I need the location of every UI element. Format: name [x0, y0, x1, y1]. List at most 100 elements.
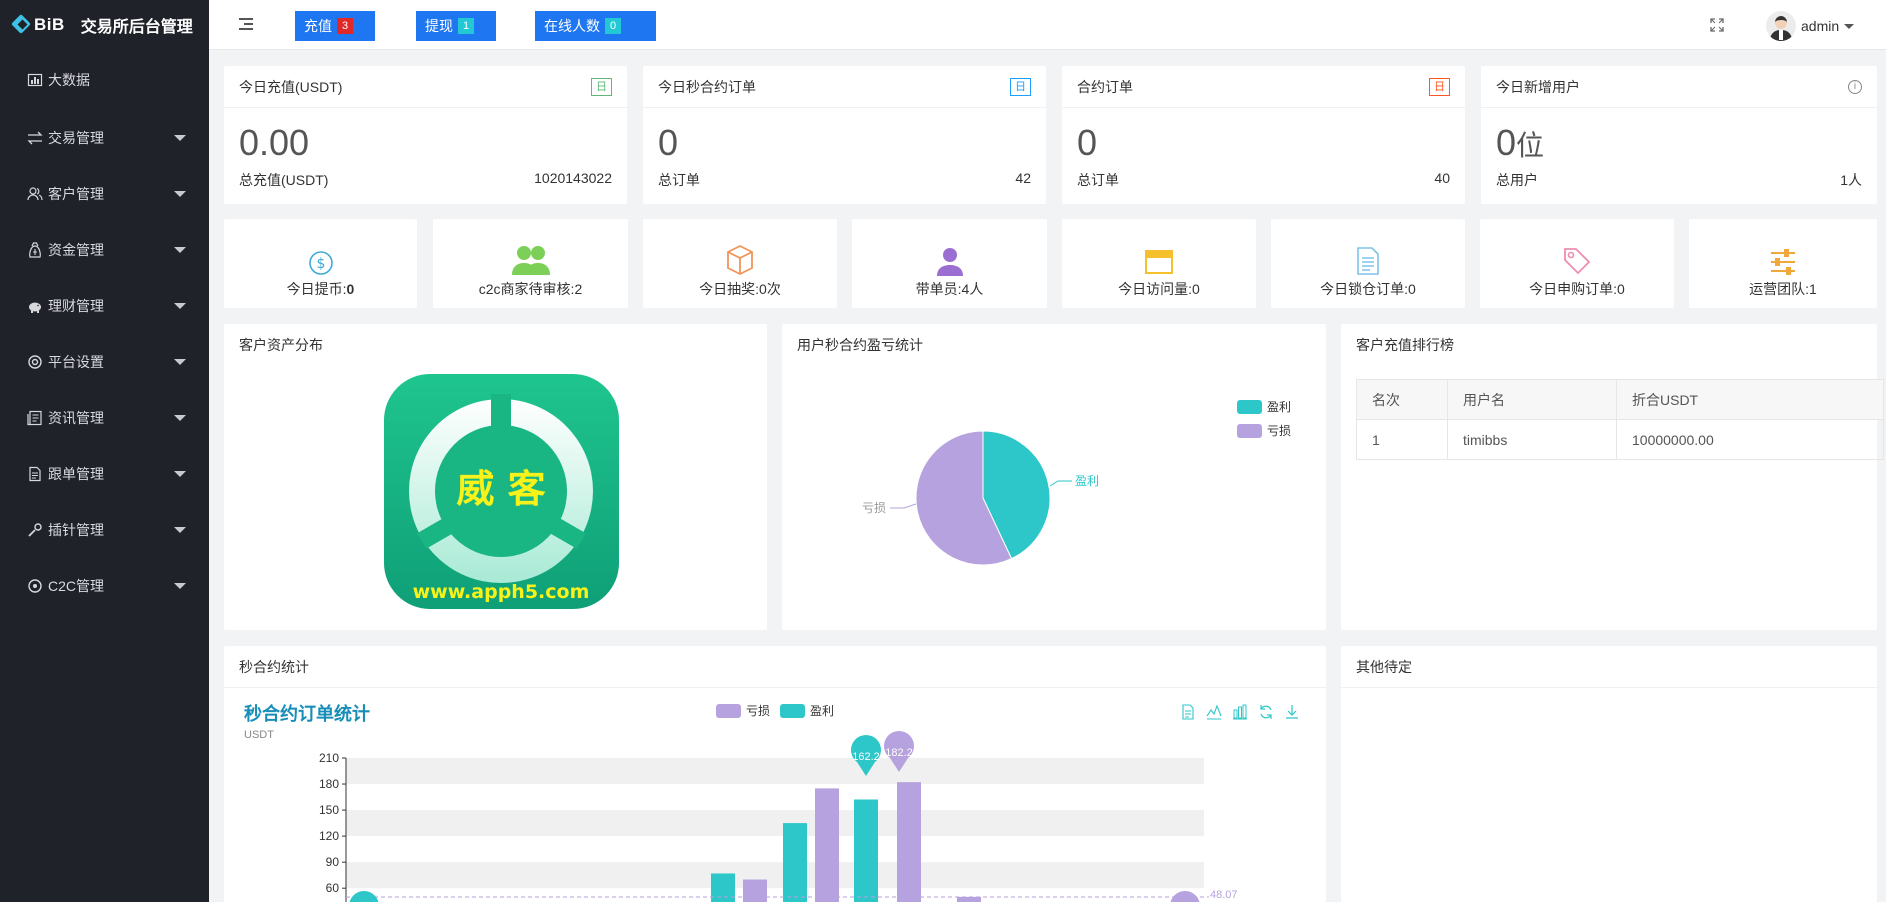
- bar-chart-icon[interactable]: [1232, 704, 1248, 720]
- legend-item-profit[interactable]: 盈利: [780, 702, 834, 719]
- quick-card-lock-orders[interactable]: 今日锁仓订单:0: [1271, 219, 1465, 308]
- stat-card-contract: 合约订单 日 0 总订单 40: [1062, 66, 1465, 204]
- stat-card-second-contract: 今日秒合约订单 日 0 总订单 42: [643, 66, 1046, 204]
- svg-text:182.2: 182.2: [885, 747, 913, 759]
- caret-down-icon: [174, 359, 186, 365]
- caret-down-icon: [174, 303, 186, 309]
- bar-loss[interactable]: [743, 879, 767, 902]
- news-icon: [25, 410, 44, 426]
- sidebar-item-label: 理财管理: [48, 298, 104, 314]
- chart-title: 秒合约订单统计: [244, 704, 370, 724]
- download-icon[interactable]: [1284, 704, 1300, 720]
- username-cell: timibbs: [1447, 419, 1617, 460]
- app-logo[interactable]: BiB 交易所后台管理: [0, 0, 209, 50]
- bar-legend: 亏损 盈利: [716, 702, 834, 719]
- quick-label: 今日锁仓订单:0: [1320, 281, 1416, 297]
- stat-title: 今日充值(USDT): [239, 78, 343, 95]
- sidebar-item-funds[interactable]: 资金管理: [0, 222, 209, 278]
- min-profit-mark-pin[interactable]: [349, 891, 379, 902]
- users-group-icon: [511, 246, 550, 275]
- online-users-button[interactable]: 在线人数 0: [535, 11, 656, 41]
- quick-label: 今日抽奖:0次: [699, 281, 781, 297]
- panel-title: 用户秒合约盈亏统计: [797, 337, 923, 353]
- sidebar-item-big-data[interactable]: 大数据: [0, 50, 209, 110]
- quick-label: 运营团队:1: [1749, 281, 1817, 297]
- pie-label-line: [1049, 480, 1072, 487]
- bar-loss[interactable]: [957, 896, 981, 902]
- panel-title: 客户资产分布: [239, 337, 323, 353]
- sidebar-item-label: 大数据: [48, 72, 90, 88]
- sidebar-item-trade[interactable]: 交易管理: [0, 110, 209, 166]
- stat-value: 0: [658, 122, 679, 163]
- pie-slice-loss[interactable]: [915, 430, 1013, 566]
- min-loss-mark-pin[interactable]: [1170, 891, 1200, 902]
- target-icon: [25, 578, 44, 594]
- fullscreen-icon[interactable]: [1710, 18, 1724, 32]
- refresh-icon[interactable]: [1258, 704, 1274, 720]
- pie-label-line: [890, 503, 917, 509]
- sidebar-item-finance[interactable]: 理财管理: [0, 278, 209, 334]
- pie-label-profit: 盈利: [1075, 474, 1099, 488]
- caret-down-icon: [174, 135, 186, 141]
- pnl-pie-panel: 用户秒合约盈亏统计 盈利 亏损 盈利 亏损: [782, 324, 1326, 630]
- quick-card-withdraw[interactable]: $ 今日提币:0: [224, 219, 417, 308]
- quick-card-team[interactable]: 运营团队:1: [1689, 219, 1877, 308]
- sidebar-item-c2c[interactable]: C2C管理: [0, 558, 209, 614]
- quick-label: 今日申购订单:0: [1529, 281, 1625, 297]
- quick-card-lottery[interactable]: 今日抽奖:0次: [643, 219, 837, 308]
- info-icon[interactable]: i: [1848, 79, 1862, 94]
- quick-card-visits[interactable]: 今日访问量:0: [1062, 219, 1256, 308]
- sidebar-item-platform-settings[interactable]: 平台设置: [0, 334, 209, 390]
- quick-card-traders[interactable]: 带单员:4人: [852, 219, 1047, 308]
- sidebar-item-customers[interactable]: 客户管理: [0, 166, 209, 222]
- stat-value-number: 0: [1496, 122, 1517, 163]
- caret-down-icon: [174, 583, 186, 589]
- browser-window-icon: [1145, 250, 1173, 274]
- line-chart-icon[interactable]: [1206, 704, 1222, 720]
- stat-foot-label: 总订单: [1077, 172, 1119, 188]
- y-tick-label: 180: [319, 777, 339, 791]
- bar-loss[interactable]: [815, 788, 839, 902]
- user-menu[interactable]: admin: [1766, 11, 1855, 41]
- bar-profit[interactable]: [711, 873, 735, 902]
- bar-loss[interactable]: [897, 782, 921, 902]
- legend-item-profit[interactable]: 盈利: [1237, 398, 1291, 415]
- pie-slice-profit[interactable]: [982, 430, 1051, 560]
- sidebar-item-copy-trading[interactable]: 跟单管理: [0, 446, 209, 502]
- usdt-cell: 10000000.00: [1616, 419, 1884, 460]
- sidebar-item-pin[interactable]: 插针管理: [0, 502, 209, 558]
- legend-swatch: [716, 703, 741, 718]
- settings-icon: [25, 354, 44, 370]
- recharge-button[interactable]: 充值 3: [295, 11, 375, 41]
- online-users-count-badge: 0: [605, 18, 621, 34]
- max-profit-mark-pin[interactable]: 162.2: [851, 735, 881, 776]
- max-loss-mark-pin[interactable]: 182.2: [884, 731, 915, 772]
- data-view-icon[interactable]: [1180, 704, 1196, 720]
- stat-card-new-users: 今日新增用户 i 0位 总用户 1人: [1481, 66, 1877, 204]
- average-mark-label: 48.07: [1210, 889, 1238, 901]
- legend-label: 亏损: [746, 704, 771, 718]
- avatar: [1766, 11, 1796, 41]
- stat-foot-value: 1人: [1840, 172, 1862, 188]
- stat-foot-value: 40: [1434, 170, 1450, 186]
- menu-toggle-icon[interactable]: [239, 18, 255, 32]
- quick-value: 0: [346, 281, 355, 297]
- quick-card-subscriptions[interactable]: 今日申购订单:0: [1480, 219, 1674, 308]
- sidebar-item-label: 平台设置: [48, 354, 104, 370]
- table-row[interactable]: 1 timibbs 10000000.00: [1356, 419, 1884, 460]
- user-icon: [936, 248, 963, 276]
- app-title: 交易所后台管理: [80, 19, 193, 36]
- legend-item-loss[interactable]: 亏损: [1237, 422, 1291, 439]
- bar-profit[interactable]: [854, 799, 878, 902]
- quick-card-c2c-review[interactable]: c2c商家待审核:2: [433, 219, 628, 308]
- legend-item-loss[interactable]: 亏损: [716, 702, 770, 719]
- quick-label: 今日访问量:0: [1118, 281, 1200, 297]
- bar-profit[interactable]: [783, 823, 807, 902]
- withdraw-button[interactable]: 提现 1: [416, 11, 496, 41]
- sidebar-item-label: 交易管理: [48, 130, 104, 146]
- stat-foot-value: 1020143022: [534, 170, 612, 186]
- y-tick-label: 90: [326, 855, 340, 869]
- quick-label: 带单员:4人: [915, 281, 984, 297]
- caret-down-icon: [174, 247, 186, 253]
- sidebar-item-news[interactable]: 资讯管理: [0, 390, 209, 446]
